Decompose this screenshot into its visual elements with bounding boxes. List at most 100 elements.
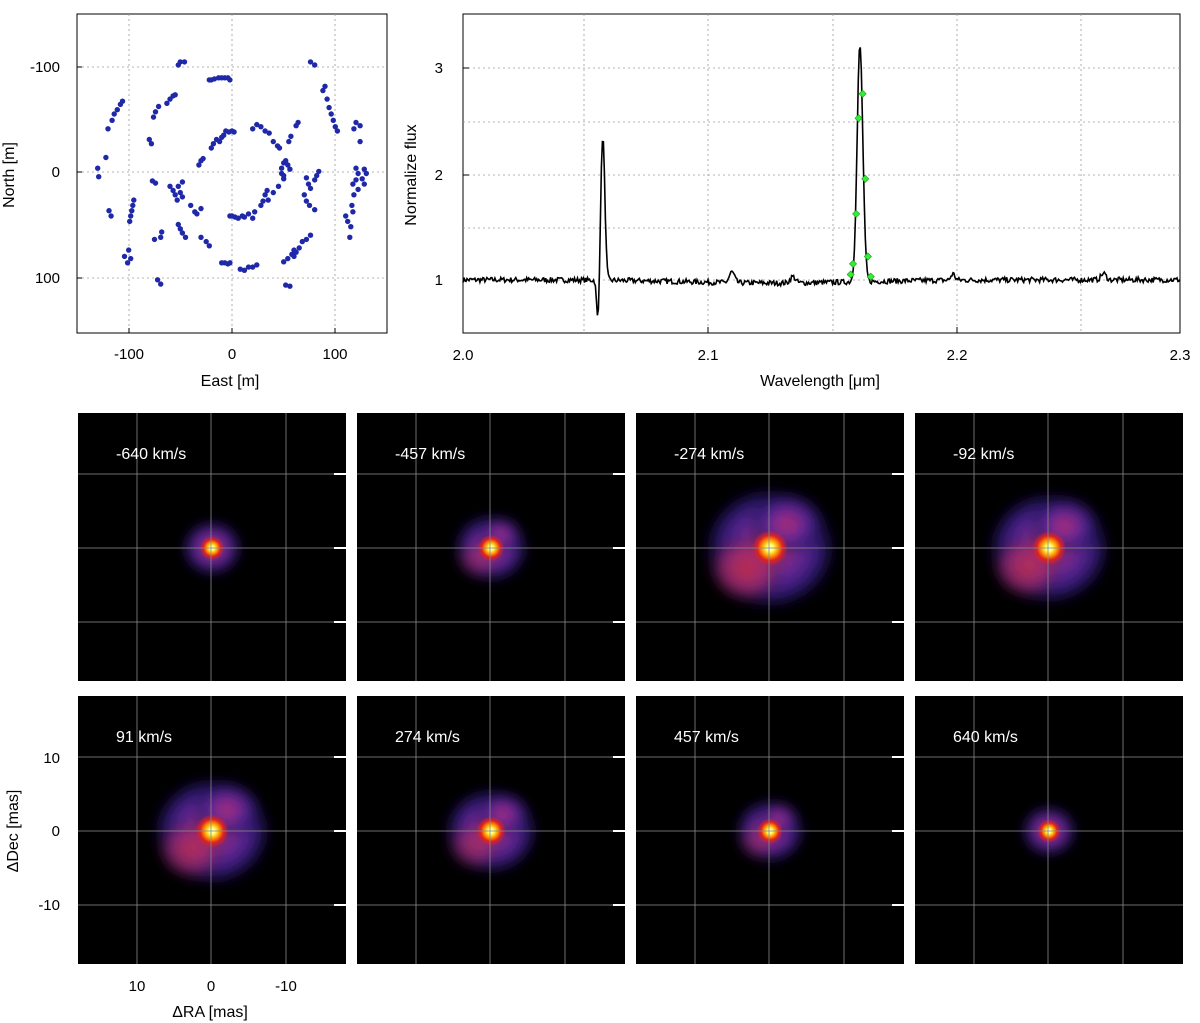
uv-ticks (77, 66, 336, 333)
uv-point (295, 119, 301, 126)
uv-point (305, 181, 312, 187)
uv-point (170, 187, 176, 194)
uv-point (287, 283, 293, 289)
uv-point (312, 62, 318, 68)
uv-xtick-label: 100 (322, 346, 347, 363)
uv-point (177, 59, 183, 65)
uv-point (326, 104, 332, 111)
uv-point (237, 266, 243, 272)
uv-point (343, 213, 349, 219)
uv-point (320, 87, 326, 94)
uv-point (299, 238, 305, 245)
uv-point (216, 138, 223, 145)
uv-point (353, 165, 359, 171)
uv-xlabel: East [m] (201, 373, 260, 390)
uv-point (258, 124, 264, 130)
uv-point (312, 207, 318, 213)
uv-point (254, 121, 260, 128)
uv-point (296, 245, 302, 251)
uv-point (179, 179, 186, 185)
uv-point (111, 111, 117, 117)
uv-point (293, 249, 299, 255)
uv-point (221, 132, 227, 138)
uv-point (203, 238, 209, 245)
uv-point (262, 192, 268, 198)
uv-point (270, 138, 276, 145)
uv-point (265, 197, 271, 203)
uv-point (103, 154, 109, 161)
uv-point (307, 185, 314, 192)
uv-point (127, 218, 133, 225)
uv-point (303, 198, 310, 204)
map-xtick-label: 10 (129, 978, 146, 995)
uv-point (312, 177, 318, 183)
uv-point (345, 218, 351, 225)
uv-point (250, 215, 256, 221)
uv-point (177, 226, 183, 232)
uv-point (262, 128, 268, 134)
uv-point (152, 180, 159, 186)
channel-map-panel: -92 km/s (915, 413, 1183, 681)
channel-maps: -640 km/s -457 km/s -274 km/s -92 km/s 91 km… (78, 413, 1183, 964)
uv-point (155, 103, 162, 110)
uv-point (307, 232, 314, 238)
uv-point (353, 119, 359, 126)
uv-point (175, 221, 181, 228)
uv-point (206, 243, 212, 249)
map-ytick-label: 10 (43, 750, 60, 767)
spectrum-channel-marker (849, 259, 858, 268)
uv-point (288, 133, 294, 139)
uv-point (182, 234, 189, 240)
uv-point (119, 98, 126, 104)
uv-point (291, 253, 297, 260)
uv-point (231, 129, 237, 135)
map-ytick-label: 0 (52, 823, 60, 840)
uv-point (245, 264, 252, 270)
uv-point (357, 123, 363, 129)
uv-point (200, 155, 206, 162)
uv-grid (77, 14, 387, 333)
spectrum-xtick-label: 2.0 (453, 347, 474, 364)
uv-point (109, 117, 115, 124)
spectrum-channel-marker (863, 252, 872, 261)
uv-point (258, 202, 264, 209)
uv-point (322, 83, 328, 90)
uv-point (285, 162, 291, 168)
uv-point (167, 183, 173, 189)
channel-map-panel: 640 km/s (915, 696, 1183, 964)
uv-point (260, 198, 266, 204)
uv-point (266, 130, 272, 136)
uv-point (281, 259, 287, 265)
uv-point (227, 77, 233, 83)
uv-point (130, 202, 136, 209)
uv-point (250, 126, 256, 132)
uv-point (287, 166, 293, 172)
spectrum-ytick-label: 2 (435, 167, 443, 184)
spectrum-ylabel: Normalize flux (403, 124, 420, 225)
uv-point (347, 234, 353, 240)
uv-ytick-label: -100 (30, 59, 60, 76)
uv-point (278, 165, 285, 171)
map-velocity-label: 640 km/s (953, 729, 1018, 746)
channel-map-panel: 91 km/s (78, 696, 346, 964)
uv-point (250, 264, 256, 270)
uv-point (350, 209, 356, 215)
channel-map-panel: 274 km/s (357, 696, 625, 964)
uv-point (108, 213, 114, 219)
uv-point (121, 253, 128, 260)
uv-point (131, 197, 137, 203)
uv-ylabel: North [m] (1, 142, 18, 208)
uv-point (355, 170, 361, 177)
uv-point (330, 117, 336, 124)
map-velocity-label: -457 km/s (395, 446, 465, 463)
uv-point (150, 114, 157, 120)
map-ylabel: ΔDec [mas] (5, 790, 22, 873)
uv-point (211, 76, 218, 82)
uv-point (124, 260, 131, 266)
uv-point (361, 166, 367, 172)
uv-point (283, 282, 289, 288)
channel-map-panel: -457 km/s (357, 413, 625, 681)
uv-point (175, 183, 181, 189)
uv-point (148, 141, 155, 147)
